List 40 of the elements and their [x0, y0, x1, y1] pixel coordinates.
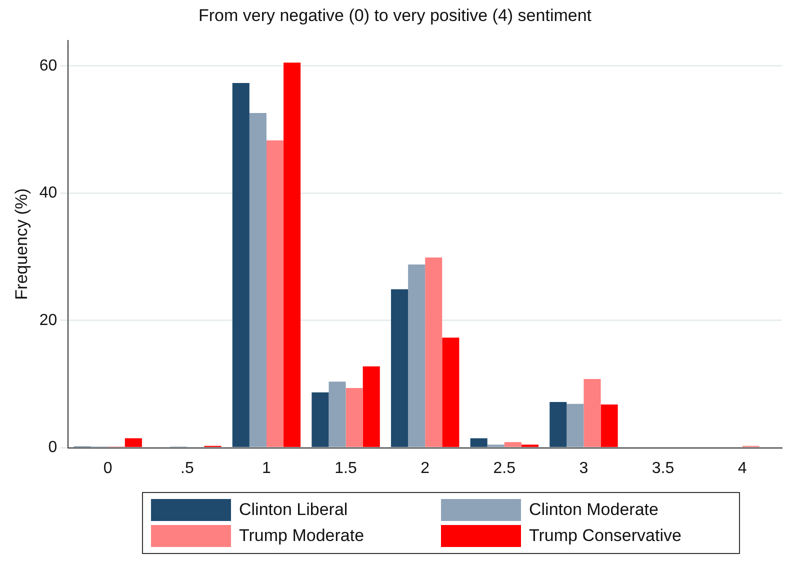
legend-label: Trump Conservative	[529, 526, 682, 546]
chart-title: From very negative (0) to very positive (4) sentiment	[198, 6, 592, 25]
bar	[600, 404, 618, 448]
bar	[346, 388, 363, 448]
x-tick-label: 0	[103, 460, 112, 477]
bar	[362, 366, 380, 448]
bar	[566, 404, 584, 448]
x-tick-label: 2	[420, 460, 430, 477]
bar	[584, 379, 601, 448]
x-tick-label: 3.5	[652, 460, 674, 477]
legend-label: Clinton Moderate	[529, 500, 658, 520]
bar	[266, 140, 284, 448]
bar	[312, 392, 329, 448]
bar	[232, 83, 250, 448]
legend-label: Clinton Liberal	[239, 500, 348, 520]
bar	[249, 112, 266, 448]
bar	[328, 382, 346, 448]
bar	[442, 338, 460, 448]
x-tick-label: .5	[180, 460, 194, 477]
x-tick-label: 2.5	[493, 460, 516, 477]
bar	[425, 257, 442, 448]
bar	[284, 62, 301, 448]
x-tick-label: 4	[738, 460, 747, 477]
bar	[408, 264, 426, 448]
bar	[470, 438, 488, 448]
y-axis-title: Frequency (%)	[12, 188, 31, 300]
bar	[124, 438, 142, 448]
x-tick-label: 1.5	[334, 460, 358, 477]
legend-label: Trump Moderate	[239, 526, 364, 546]
y-tick-label: 20	[39, 312, 58, 329]
y-tick-label: 60	[39, 57, 58, 74]
bar	[521, 444, 539, 448]
y-tick-label: 40	[39, 184, 58, 202]
x-tick-label: 1	[262, 460, 272, 477]
bar	[487, 444, 504, 448]
y-tick-label: 0	[48, 439, 58, 456]
bar	[390, 289, 408, 448]
bar	[504, 442, 522, 448]
bar	[550, 402, 567, 448]
x-tick-label: 3	[579, 460, 588, 477]
